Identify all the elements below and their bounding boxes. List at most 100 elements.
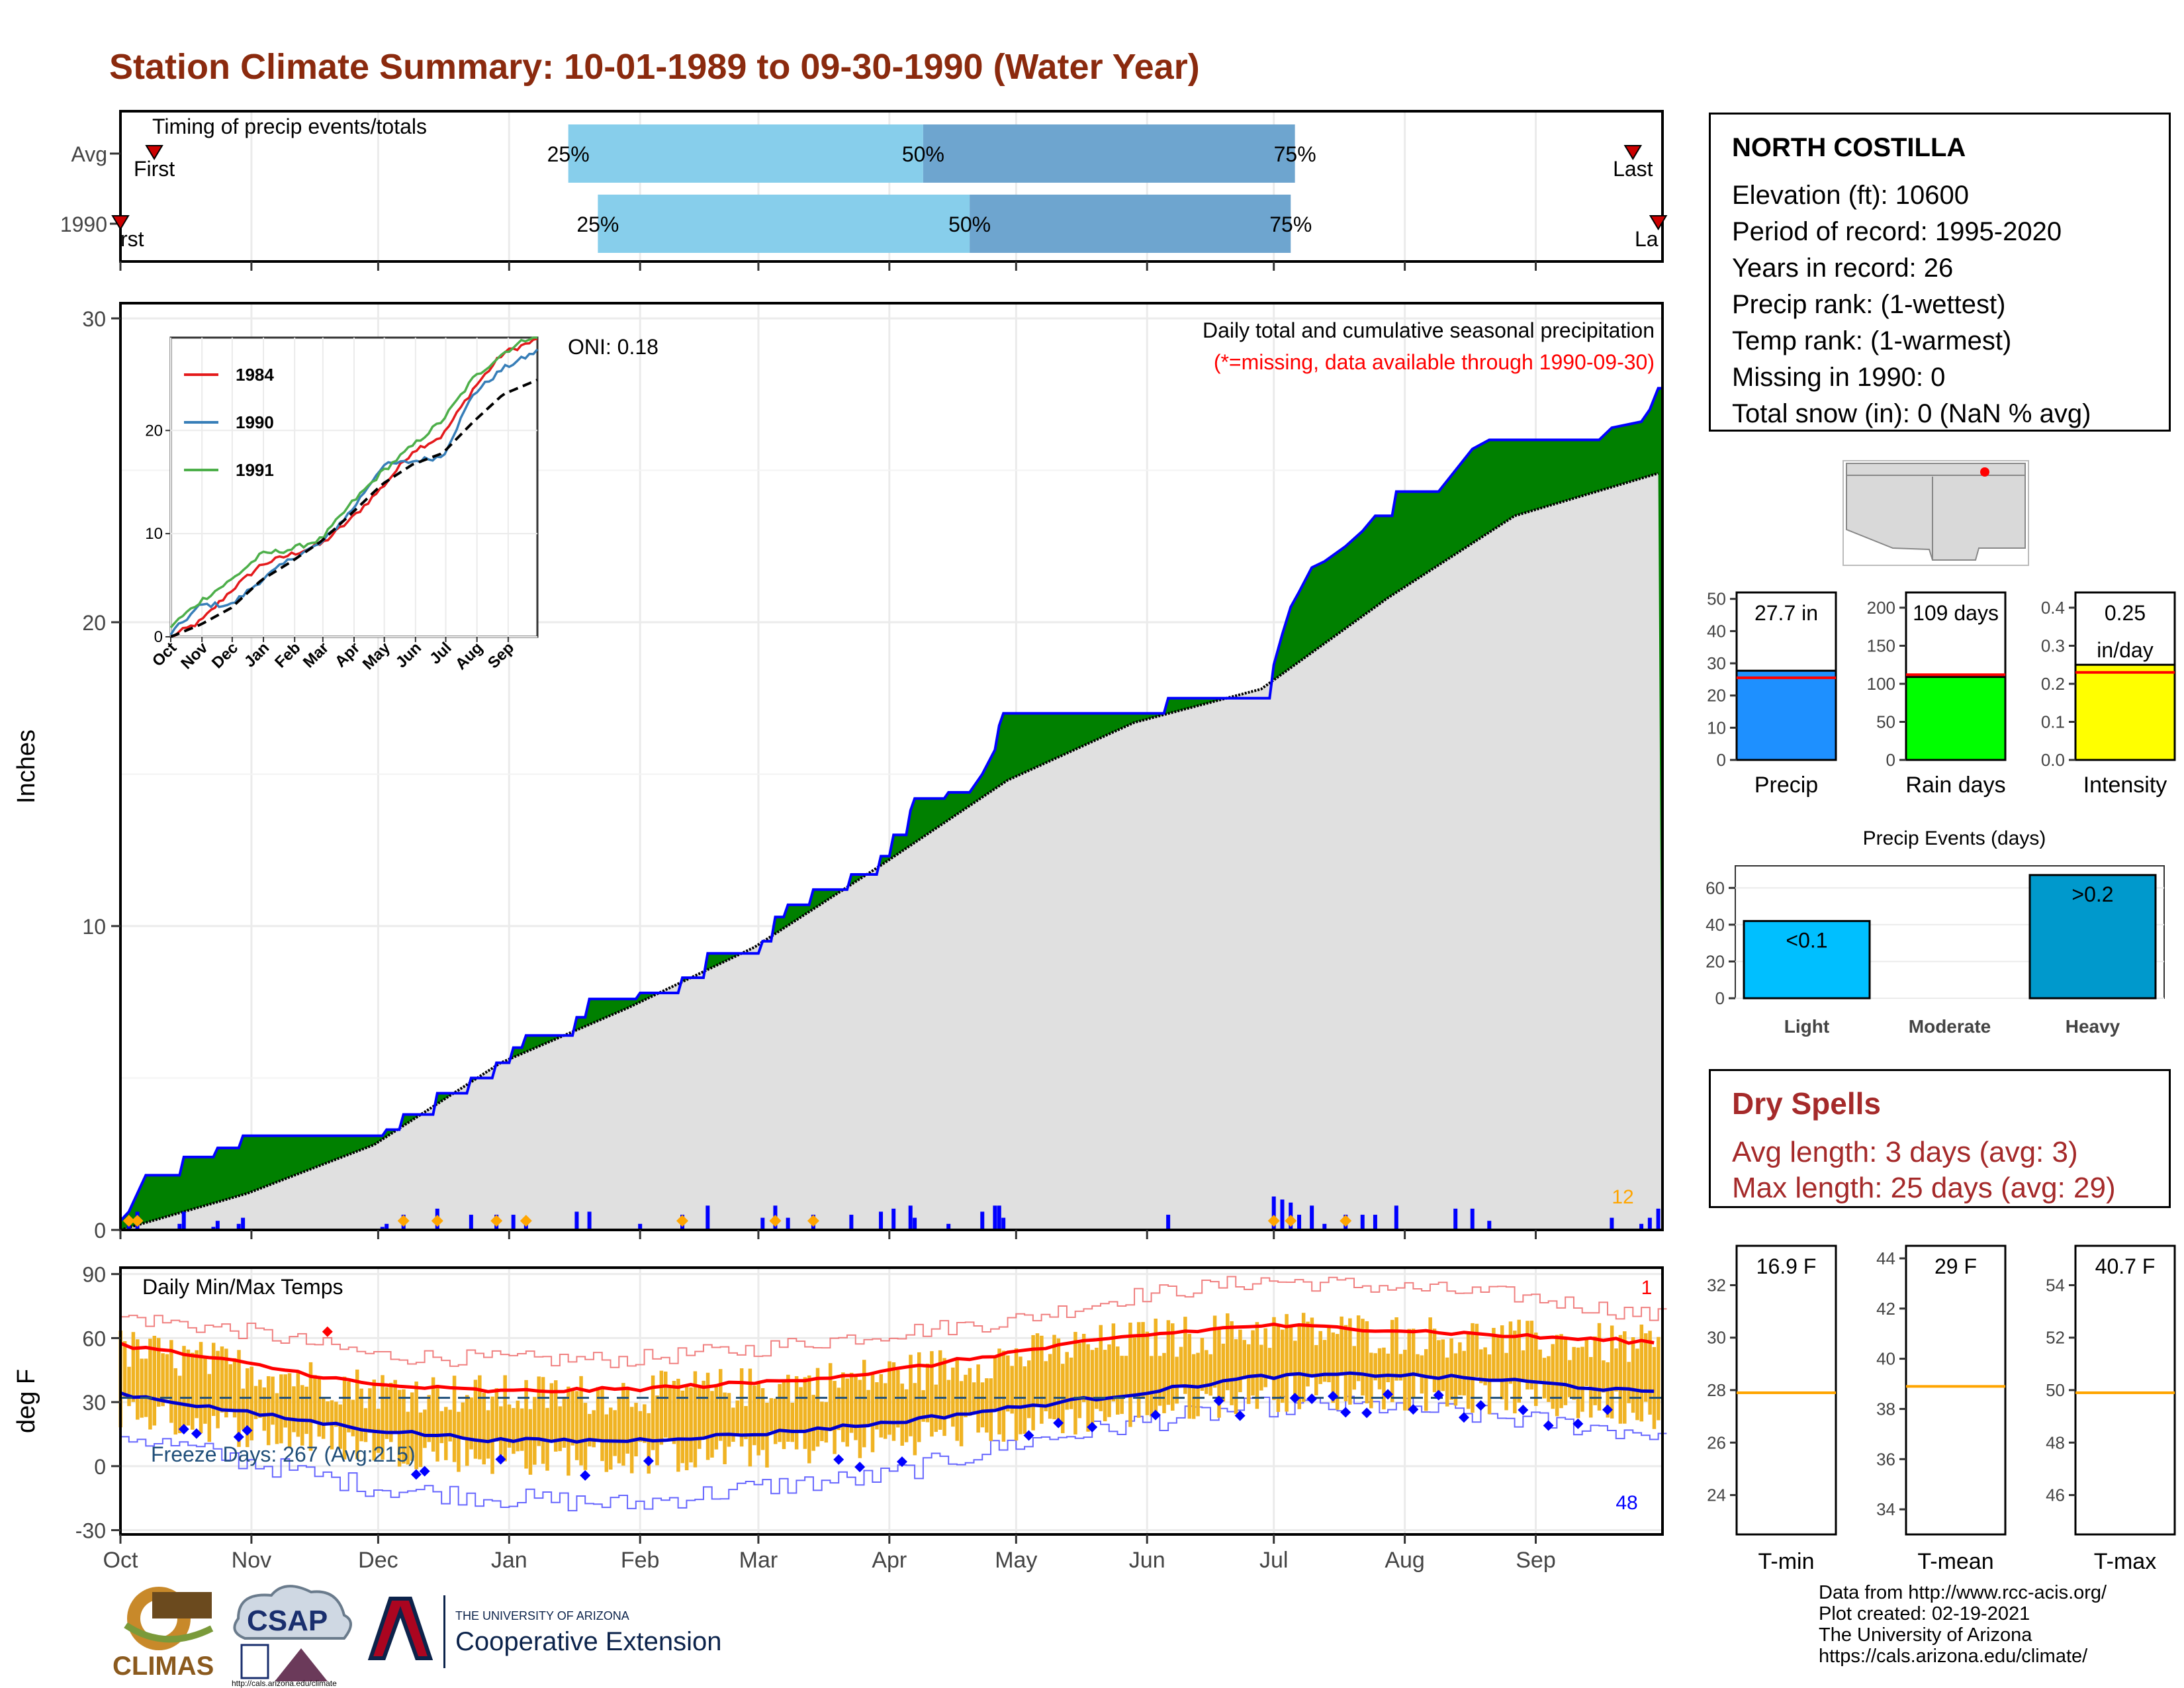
daily-temp-bar <box>452 1376 457 1462</box>
daily-temp-bar <box>1217 1327 1221 1418</box>
daily-temp-bar <box>537 1376 541 1446</box>
credits: Data from http://www.rcc-acis.org/ Plot … <box>1819 1582 2107 1667</box>
q75-label: 75% <box>1269 212 1312 236</box>
record-low-marker <box>191 1428 202 1439</box>
daily-temp-bar <box>347 1381 351 1432</box>
daily-temp-bar <box>972 1382 976 1413</box>
daily-temp-bar <box>1162 1352 1166 1413</box>
record-low-marker <box>419 1466 430 1477</box>
daily-temp-bar <box>1390 1319 1394 1403</box>
y-tick-label: 30 <box>82 1391 106 1415</box>
q25-label: 25% <box>547 142 590 166</box>
daily-temp-bar <box>1348 1318 1352 1405</box>
stat-y-tick-label: 52 <box>2046 1328 2065 1348</box>
daily-temp-bar <box>1449 1338 1453 1400</box>
daily-temp-bar <box>1508 1321 1513 1384</box>
daily-temp-bar <box>1128 1323 1132 1427</box>
record-low-marker <box>1289 1393 1300 1404</box>
stat-x-label: T-min <box>1758 1549 1815 1574</box>
daily-temp-bar <box>494 1388 499 1442</box>
daily-temp-bar <box>668 1387 672 1440</box>
daily-temp-bar <box>1095 1347 1099 1409</box>
stat-y-tick-label: 10 <box>1707 718 1726 737</box>
daily-precip-bar <box>879 1211 884 1230</box>
daily-temp-bar <box>760 1388 765 1450</box>
missing-note: (*=missing, data available through 1990-… <box>1214 350 1655 374</box>
daily-temp-bar <box>1563 1338 1568 1405</box>
daily-temp-bar <box>156 1338 161 1407</box>
month-tick-label: Apr <box>872 1548 907 1573</box>
daily-temp-bar <box>389 1382 393 1442</box>
daily-temp-bar <box>253 1385 258 1419</box>
average-line <box>120 472 1659 1231</box>
daily-temp-bar <box>1136 1322 1141 1418</box>
stat-x-label: Precip <box>1754 773 1818 798</box>
daily-temp-bar <box>1086 1344 1090 1432</box>
inset-series-1990 <box>169 348 539 635</box>
daily-temp-bar <box>807 1375 811 1464</box>
record-low-marker <box>643 1456 654 1467</box>
daily-temp-bar <box>710 1391 714 1458</box>
record-low-marker <box>1023 1430 1034 1441</box>
daily-temp-bar <box>317 1378 322 1437</box>
daily-temp-bar <box>1069 1357 1073 1409</box>
record-low-marker <box>580 1470 591 1481</box>
daily-temp-bar <box>140 1358 144 1418</box>
daily-precip-bar <box>946 1223 951 1230</box>
daily-temp-bar <box>997 1348 1001 1434</box>
csap-text: CSAP <box>247 1605 328 1637</box>
daily-temp-bar <box>457 1411 461 1472</box>
daily-precip-bar <box>1639 1223 1644 1230</box>
daily-temp-bar <box>1602 1360 1606 1393</box>
stat-y-tick-label: 42 <box>1876 1299 1895 1319</box>
station-name: NORTH COSTILLA <box>1732 133 1966 162</box>
record-low-marker <box>1213 1395 1224 1407</box>
stat-value-label: 40.7 F <box>2095 1254 2156 1278</box>
daily-precip-bar <box>786 1217 790 1230</box>
station-info-line: Years in record: 26 <box>1732 254 1954 283</box>
daily-temp-bar <box>169 1340 173 1423</box>
last-marker <box>1623 145 1643 160</box>
daily-temp-bar <box>778 1383 782 1442</box>
event-marker <box>807 1215 819 1227</box>
q50-label: 50% <box>902 142 944 166</box>
daily-temp-bar <box>122 1341 127 1398</box>
daily-temp-bar <box>1175 1356 1179 1404</box>
daily-temp-bar <box>1356 1315 1361 1382</box>
daily-precip-bar <box>177 1223 182 1230</box>
daily-temp-bar <box>232 1358 237 1418</box>
stat-panel-precip: 0 10 20 30 40 50 27.7 in Precip <box>1707 589 1837 798</box>
daily-temp-bar <box>1335 1334 1340 1410</box>
q75-label: 75% <box>1274 142 1316 166</box>
quartile-bar-upper <box>970 195 1291 253</box>
daily-temp-bar <box>579 1376 583 1466</box>
stat-panel-t-mean: 34 36 38 40 42 44 29 F T-mean <box>1876 1244 2007 1574</box>
daily-temp-bar <box>1343 1325 1348 1401</box>
daily-temp-bar <box>1001 1350 1006 1442</box>
daily-temp-bar <box>985 1378 989 1433</box>
daily-temp-bar <box>355 1369 359 1460</box>
daily-temp-bar <box>964 1374 968 1418</box>
daily-temp-bar <box>1280 1329 1285 1403</box>
stat-y-tick-label: 0 <box>1717 750 1726 770</box>
daily-temp-bar <box>199 1342 203 1434</box>
stat-x-label: Intensity <box>2083 773 2167 798</box>
daily-temp-bar <box>702 1380 705 1437</box>
average-temp-line <box>120 1322 1655 1393</box>
daily-temp-bar <box>1154 1318 1158 1418</box>
page-title: Station Climate Summary: 10-01-1989 to 0… <box>109 47 1200 87</box>
daily-temp-bar <box>1183 1317 1187 1394</box>
stat-bar <box>1905 676 2007 761</box>
daily-temp-bar <box>951 1367 955 1427</box>
daily-temp-bar <box>224 1348 228 1418</box>
temperature-panel: -30 0 30 60 90 Oct Nov Dec Jan Feb Mar Apr May Jun Jul… <box>13 1263 1667 1573</box>
daily-temp-bar <box>1542 1358 1547 1399</box>
daily-temp-bar <box>803 1377 807 1449</box>
stat-y-tick-label: 54 <box>2046 1275 2065 1295</box>
daily-temp-bar <box>385 1387 389 1439</box>
daily-temp-bar <box>191 1352 195 1430</box>
daily-temp-bar <box>828 1363 833 1431</box>
daily-temp-bar <box>287 1373 292 1448</box>
daily-temp-bar <box>1318 1331 1322 1384</box>
stat-panel-rain-days: 0 50 100 150 200 109 days Rain days <box>1867 591 2007 798</box>
